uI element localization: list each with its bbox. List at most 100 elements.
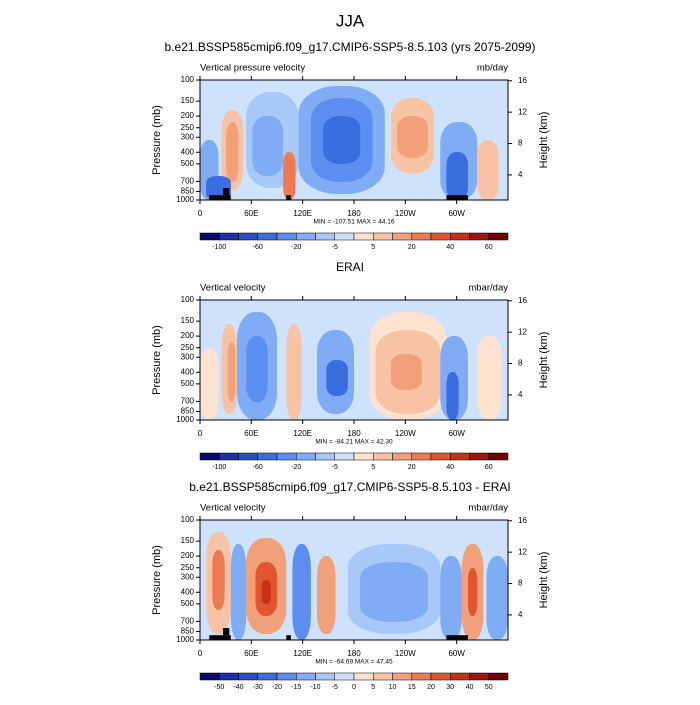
- colorbar-box: [199, 232, 220, 241]
- y-tick-label: 100: [181, 515, 195, 524]
- colorbar-box: [315, 672, 335, 681]
- colorbar-box: [488, 232, 509, 241]
- colorbar-label: 10: [389, 684, 397, 691]
- x-tick-label: 60W: [448, 649, 465, 658]
- colorbar-box: [296, 452, 316, 461]
- y2-tick-label: 12: [518, 107, 527, 116]
- right-label: mb/day: [477, 63, 508, 74]
- figure-title: JJA: [336, 11, 365, 30]
- x-tick-label: 120E: [293, 429, 312, 438]
- colorbar-label: 50: [485, 684, 493, 691]
- contour-region: [397, 116, 428, 158]
- y2-tick-label: 12: [518, 327, 527, 336]
- colorbar-label: 20: [408, 244, 416, 251]
- colorbar-label: -20: [272, 684, 282, 691]
- colorbar-box: [430, 452, 451, 461]
- contour-region: [317, 556, 336, 634]
- colorbar-box: [411, 232, 432, 241]
- y-tick-label: 200: [181, 331, 195, 340]
- colorbar-box: [392, 672, 412, 681]
- x-tick-label: 180: [347, 429, 361, 438]
- panel-title: ERAI: [336, 260, 364, 274]
- y2-tick-label: 16: [518, 296, 527, 305]
- y2-axis-label: Height (km): [538, 112, 550, 169]
- colorbar-label: 60: [485, 464, 493, 471]
- contour-field: [200, 80, 508, 200]
- y-tick-label: 850: [181, 407, 195, 416]
- topography: [286, 195, 291, 200]
- x-tick-label: 0: [198, 649, 203, 658]
- colorbar-box: [353, 452, 374, 461]
- colorbar-box: [257, 452, 278, 461]
- contour-field: [200, 300, 508, 420]
- stats: MIN = -107.51 MAX = 44.16: [314, 219, 395, 226]
- contour-region: [227, 342, 236, 402]
- contour-field: [200, 520, 508, 640]
- colorbar-box: [238, 452, 258, 461]
- colorbar-box: [276, 672, 297, 681]
- topography: [446, 635, 468, 640]
- contour-region: [323, 116, 361, 164]
- colorbar-box: [430, 672, 451, 681]
- colorbar-label: 60: [485, 244, 493, 251]
- y-tick-label: 500: [181, 379, 195, 388]
- y2-tick-label: 4: [518, 170, 523, 179]
- contour-region: [292, 544, 311, 640]
- colorbar-box: [238, 232, 258, 241]
- colorbar-label: 40: [446, 244, 454, 251]
- contour-region: [446, 372, 459, 420]
- colorbar-label: 15: [408, 684, 416, 691]
- colorbar-label: -100: [212, 464, 226, 471]
- y-tick-label: 850: [181, 187, 195, 196]
- x-tick-label: 120W: [395, 649, 416, 658]
- x-tick-label: 180: [347, 649, 361, 658]
- colorbar-label: 5: [371, 244, 375, 251]
- colorbar-label: -5: [332, 684, 338, 691]
- y-tick-label: 200: [181, 111, 195, 120]
- y2-tick-label: 8: [518, 359, 523, 368]
- panel-title: b.e21.BSSP585cmip6.f09_g17.CMIP6-SSP5-8.…: [165, 40, 536, 54]
- colorbar-label: -20: [291, 464, 301, 471]
- y2-tick-label: 16: [518, 516, 527, 525]
- colorbar-box: [392, 452, 412, 461]
- contour-region: [326, 360, 348, 396]
- y2-axis-label: Height (km): [538, 332, 550, 389]
- y-tick-label: 1000: [176, 415, 194, 424]
- colorbar-label: 30: [446, 684, 454, 691]
- stats: MIN = -64.69 MAX = 47.45: [315, 659, 393, 666]
- y-tick-label: 1000: [176, 635, 194, 644]
- colorbar-box: [199, 452, 220, 461]
- x-tick-label: 60E: [244, 209, 258, 218]
- y2-tick-label: 8: [518, 139, 523, 148]
- stats: MIN = -84.21 MAX = 42.30: [315, 439, 393, 446]
- colorbar-label: 0: [352, 684, 356, 691]
- topography: [209, 635, 231, 640]
- y-axis-label: Pressure (mb): [151, 545, 163, 615]
- y-tick-label: 500: [181, 599, 195, 608]
- y-tick-label: 300: [181, 132, 195, 141]
- contour-region: [252, 116, 284, 176]
- y-tick-label: 250: [181, 123, 195, 132]
- colorbar-label: -15: [291, 684, 301, 691]
- x-tick-label: 180: [347, 209, 361, 218]
- colorbar-box: [315, 452, 335, 461]
- y-tick-label: 850: [181, 627, 195, 636]
- right-label: mbar/day: [468, 283, 508, 294]
- colorbar-label: 20: [408, 464, 416, 471]
- colorbar-box: [276, 452, 297, 461]
- y-tick-label: 250: [181, 563, 195, 572]
- contour-region: [212, 550, 225, 610]
- colorbar-label: -100: [212, 244, 226, 251]
- contour-region: [467, 568, 478, 616]
- y-tick-label: 300: [181, 352, 195, 361]
- contour-region: [286, 324, 302, 420]
- colorbar-label: -50: [214, 684, 224, 691]
- contour-region: [477, 336, 502, 420]
- y-tick-label: 250: [181, 343, 195, 352]
- y2-tick-label: 8: [518, 579, 523, 588]
- x-tick-label: 0: [198, 429, 203, 438]
- colorbar-box: [392, 232, 412, 241]
- contour-region: [200, 348, 219, 420]
- colorbar-box: [334, 232, 355, 241]
